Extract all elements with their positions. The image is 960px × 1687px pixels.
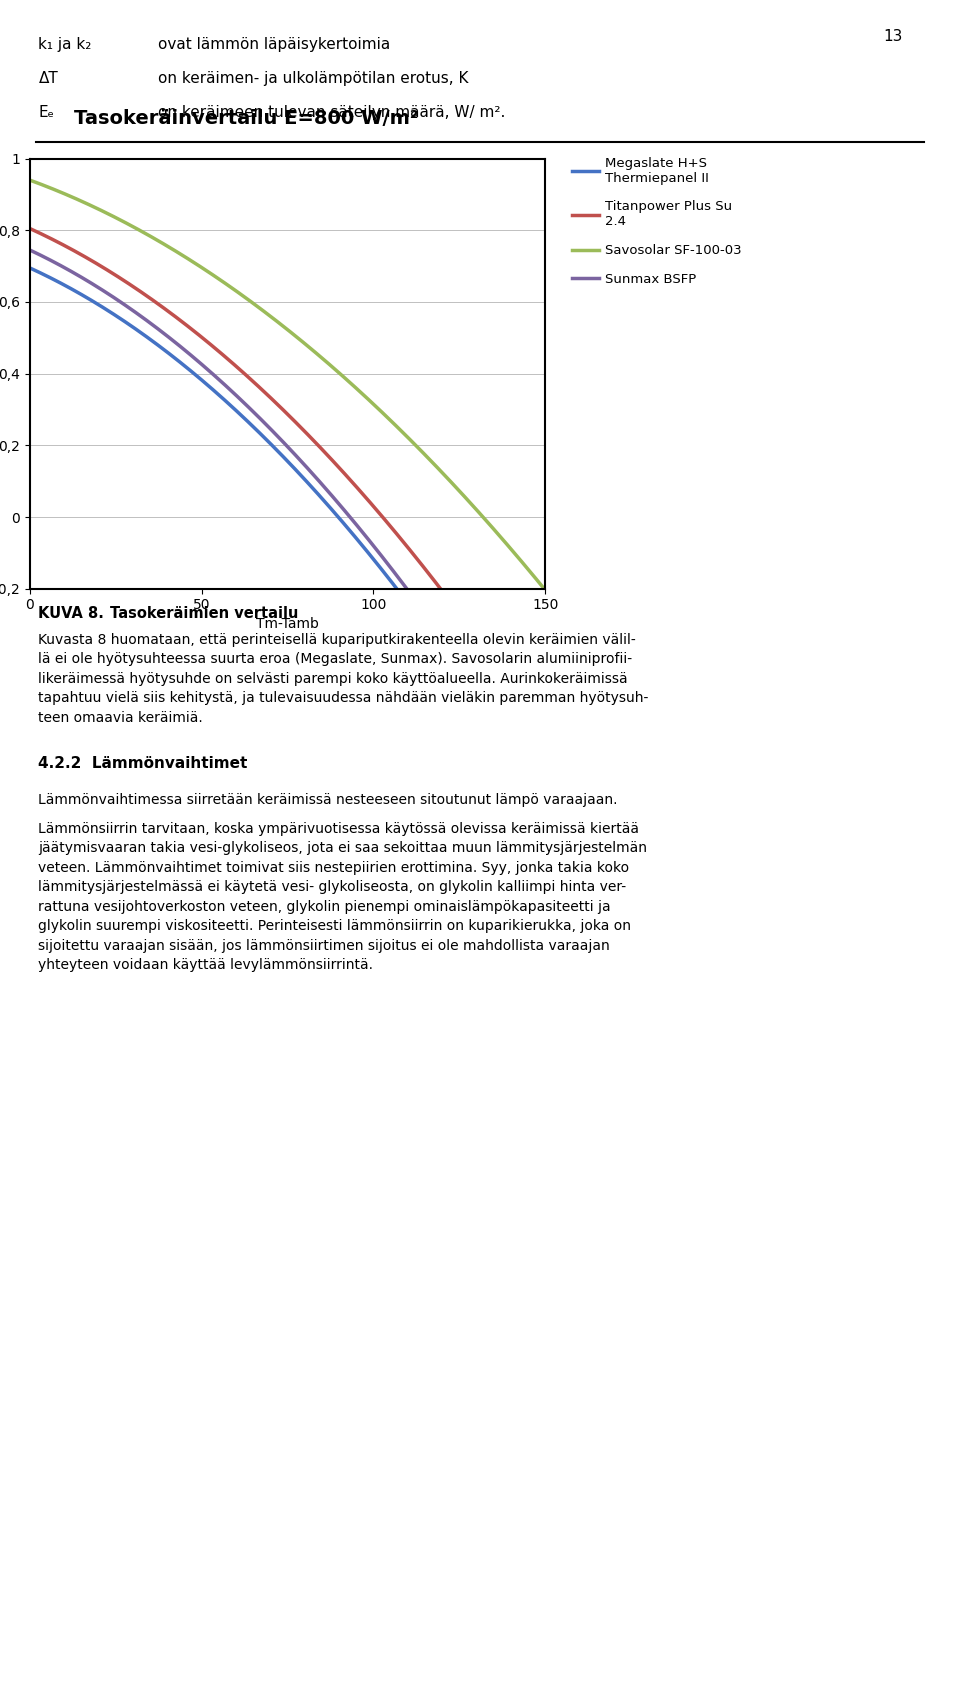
Text: k₁ ja k₂: k₁ ja k₂ <box>38 37 92 52</box>
Legend: Megaslate H+S
Thermiepanel II, Titanpower Plus Su
2.4, Savosolar SF-100-03, Sunm: Megaslate H+S Thermiepanel II, Titanpowe… <box>572 157 742 287</box>
Text: ovat lämmön läpäisykertoimia: ovat lämmön läpäisykertoimia <box>158 37 391 52</box>
Text: Eₑ: Eₑ <box>38 105 55 120</box>
Text: 13: 13 <box>883 29 902 44</box>
Text: Lämmönsiirrin tarvitaan, koska ympärivuotisessa käytössä olevissa keräimissä kie: Lämmönsiirrin tarvitaan, koska ympärivuo… <box>38 822 647 972</box>
Text: Kuvasta 8 huomataan, että perinteisellä kupariputkirakenteella olevin keräimien : Kuvasta 8 huomataan, että perinteisellä … <box>38 633 649 725</box>
Text: Tasokeräinvertailu E=800 W/m²: Tasokeräinvertailu E=800 W/m² <box>74 110 419 128</box>
Text: 4.2.2  Lämmönvaihtimet: 4.2.2 Lämmönvaihtimet <box>38 756 248 771</box>
Text: ΔT: ΔT <box>38 71 59 86</box>
Text: on keräimeen tulevan säteilyn määrä, W/ m².: on keräimeen tulevan säteilyn määrä, W/ … <box>158 105 506 120</box>
Text: KUVA 8.: KUVA 8. <box>38 606 105 621</box>
X-axis label: Tm-Tamb: Tm-Tamb <box>256 617 319 631</box>
Text: Tasokeräimien vertailu: Tasokeräimien vertailu <box>110 606 299 621</box>
Text: on keräimen- ja ulkolämpötilan erotus, K: on keräimen- ja ulkolämpötilan erotus, K <box>158 71 468 86</box>
Text: Lämmönvaihtimessa siirretään keräimissä nesteeseen sitoutunut lämpö varaajaan.: Lämmönvaihtimessa siirretään keräimissä … <box>38 793 618 806</box>
